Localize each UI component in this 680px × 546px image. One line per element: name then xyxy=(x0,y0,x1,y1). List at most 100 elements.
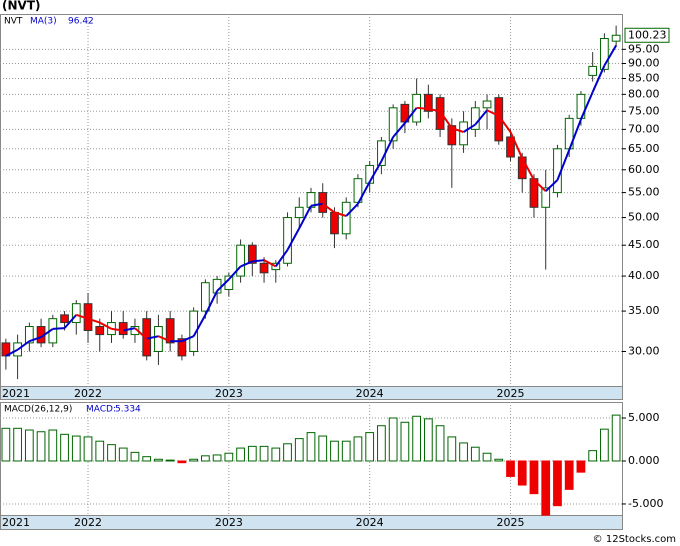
ma-line xyxy=(228,265,242,281)
macd-bar xyxy=(107,444,116,462)
ma-line xyxy=(204,290,219,316)
candle-body xyxy=(60,314,69,324)
ma-line xyxy=(263,259,277,268)
y-tick-label: 65.00 xyxy=(628,142,660,155)
macd-bar xyxy=(1,427,11,462)
ma-line xyxy=(75,313,89,320)
macd-value: 5.334 xyxy=(115,405,141,415)
macd-bar xyxy=(494,458,504,462)
candle-body xyxy=(177,338,187,357)
ma-line xyxy=(591,65,606,93)
ma-line xyxy=(29,336,42,343)
macd-bar xyxy=(224,452,234,462)
macd-bar xyxy=(24,429,34,462)
candle-body xyxy=(95,326,105,336)
ma-line xyxy=(439,110,453,129)
candle-body xyxy=(283,217,292,264)
y-tick-label: 35.00 xyxy=(628,304,660,317)
candle-body xyxy=(271,262,281,271)
ma-line xyxy=(274,249,289,268)
macd-bar xyxy=(482,452,492,462)
ma-line xyxy=(357,181,371,205)
macd-bar xyxy=(247,445,257,462)
macd-bar xyxy=(459,442,468,462)
ma-line xyxy=(286,227,301,251)
candle-body xyxy=(541,187,551,208)
ma-line xyxy=(322,202,336,214)
ma-line xyxy=(368,160,383,183)
y-tick-label: 60.00 xyxy=(628,163,660,176)
y2-tick-label: 0.000 xyxy=(628,454,660,467)
candle-body xyxy=(588,65,598,76)
macd-bar xyxy=(271,447,281,462)
ma-line xyxy=(380,136,395,162)
candle-body xyxy=(201,282,210,312)
macd-bar xyxy=(83,436,93,462)
macd-bar xyxy=(118,447,128,462)
candle-body xyxy=(236,244,245,277)
macd-bar xyxy=(236,447,245,462)
y2-tick-label: 5.000 xyxy=(628,411,660,424)
candle-body xyxy=(459,121,468,146)
ma-line xyxy=(463,123,476,133)
ma-line xyxy=(17,340,30,351)
y-tick-label: 45.00 xyxy=(628,238,660,251)
y-tick-label: 40.00 xyxy=(628,269,660,282)
macd-bar xyxy=(447,436,457,462)
macd-bar xyxy=(154,458,163,462)
macd-bar xyxy=(435,425,445,462)
ma-line xyxy=(40,328,54,338)
candle-body xyxy=(1,342,11,357)
date-strip xyxy=(0,515,623,530)
ma-line xyxy=(99,321,112,330)
x-tick-label: 2021 xyxy=(2,516,30,529)
macd-bar xyxy=(142,456,152,462)
legend-ma-value: 96.42 xyxy=(68,17,94,27)
candle-body xyxy=(318,192,328,213)
macd-bar xyxy=(470,446,480,462)
ma-line xyxy=(5,348,19,357)
ma-line xyxy=(146,335,159,340)
x-tick-label: 2023 xyxy=(215,516,243,529)
macd-bar xyxy=(576,460,586,473)
x-tick-label: 2022 xyxy=(74,387,102,400)
ma-line xyxy=(216,278,230,292)
y2-tick-label: -5.000 xyxy=(628,497,663,510)
macd-bar xyxy=(48,429,58,462)
ma-line xyxy=(52,327,65,330)
ma-line xyxy=(334,211,347,217)
ma-line xyxy=(192,314,207,337)
price-label: 100.23 xyxy=(628,28,667,41)
macd-bar xyxy=(189,458,199,462)
macd-bar xyxy=(600,428,609,462)
macd-bar xyxy=(506,460,515,477)
ma-line xyxy=(111,327,124,332)
ma-line xyxy=(240,260,253,268)
ma-line xyxy=(63,314,78,329)
candle-body xyxy=(600,38,609,70)
macd-bar xyxy=(541,460,551,516)
candle-body xyxy=(330,211,339,235)
date-strip xyxy=(0,386,623,400)
candle-body xyxy=(482,100,492,109)
macd-bar xyxy=(36,431,46,462)
ma-line xyxy=(392,122,406,138)
macd-bar xyxy=(306,432,316,462)
macd-bar xyxy=(365,432,375,462)
ma-line xyxy=(404,107,418,124)
y-tick-label: 80.00 xyxy=(628,87,660,100)
x-tick-label: 2022 xyxy=(74,516,102,529)
macd-bar xyxy=(259,445,269,462)
candle-body xyxy=(294,206,304,219)
ma-line xyxy=(134,327,148,340)
candle-body xyxy=(423,93,433,112)
ma-line xyxy=(545,179,559,192)
macd-bar xyxy=(423,418,433,462)
ma-line xyxy=(486,109,500,117)
candle-body xyxy=(165,318,175,344)
macd-bar xyxy=(529,460,539,495)
y-tick-label: 30.00 xyxy=(628,344,660,357)
macd-bar xyxy=(388,417,398,462)
candle-body xyxy=(611,34,621,42)
macd-bar xyxy=(212,454,222,462)
